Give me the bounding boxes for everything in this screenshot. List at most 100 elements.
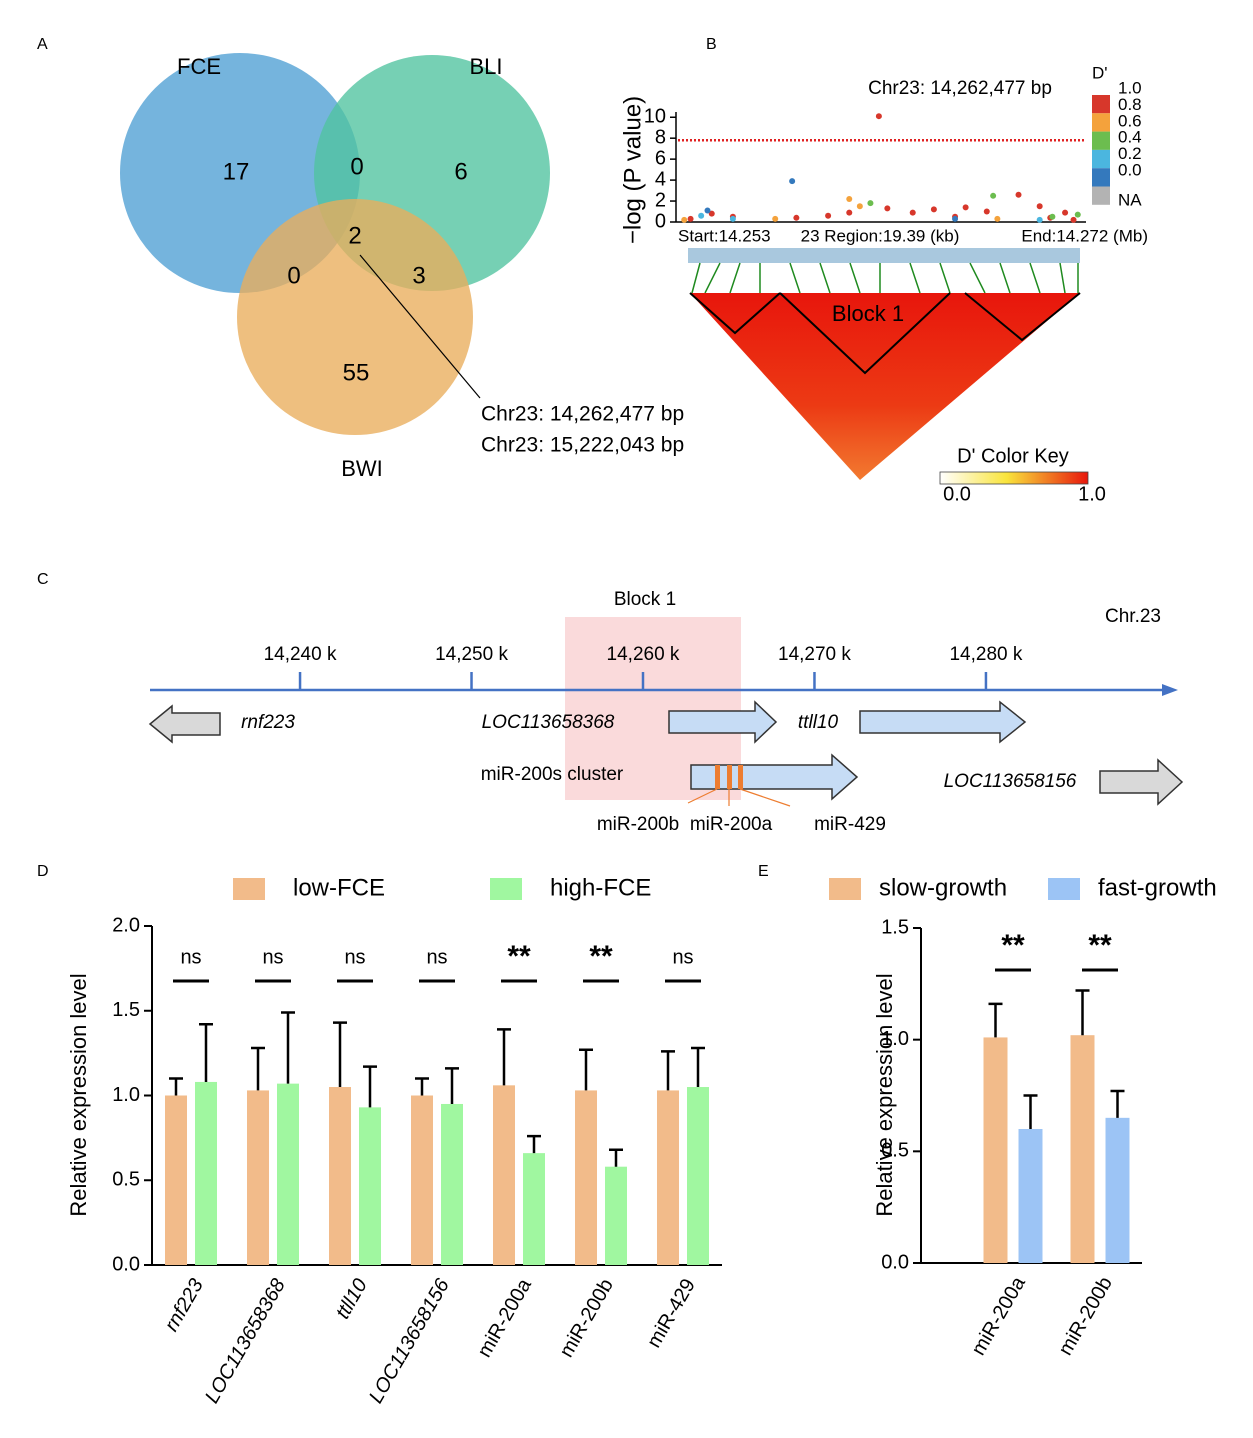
chromosome-label: Chr.23: [1105, 606, 1161, 627]
legend-swatch: [1092, 95, 1110, 114]
y-tick-label: 1.0: [112, 1084, 140, 1106]
ld-blocks: [689, 292, 1081, 375]
x-end-label: End:14.272 (Mb): [1021, 226, 1148, 245]
point: [729, 215, 736, 222]
cluster-label: miR-200s cluster: [481, 764, 624, 785]
venn-count: 0: [350, 153, 363, 180]
legend-swatch: [829, 878, 861, 900]
error-bar: [527, 1134, 541, 1154]
legend-label: NA: [1118, 190, 1142, 209]
axis-tick-label: 14,240 k: [264, 644, 337, 665]
x-tick-label: ttll10: [332, 1275, 372, 1323]
snp-links: [691, 262, 1079, 294]
y-tick-label: 1.0: [881, 1028, 909, 1050]
point: [856, 203, 863, 210]
legend-label: fast-growth: [1098, 874, 1217, 901]
x-region-label: 23 Region:19.39 (kb): [801, 226, 960, 245]
error-bar: [1023, 1094, 1038, 1129]
venn-count: 2: [348, 222, 361, 249]
significance: **: [1001, 929, 1025, 962]
chart-title: Chr23: 14,262,477 bp: [868, 78, 1052, 99]
y-tick-label: 0.5: [881, 1140, 909, 1162]
error-bar: [363, 1065, 377, 1108]
point: [952, 215, 959, 222]
error-bar: [497, 1028, 511, 1086]
bar: [687, 1087, 709, 1265]
color-key: [939, 471, 1089, 485]
legend-label: 0.8: [1118, 95, 1142, 114]
y-tick-label: 8: [655, 126, 666, 148]
point: [1070, 216, 1077, 223]
gene-label: LOC113658156: [944, 771, 1077, 792]
bar: [493, 1085, 515, 1265]
y-tick-label: 2: [655, 189, 666, 211]
point: [994, 215, 1001, 222]
legend-label: high-FCE: [550, 874, 651, 901]
legend-swatch: [1092, 168, 1110, 187]
gene-label: ttll10: [798, 712, 839, 733]
point: [846, 209, 853, 216]
significance: **: [1088, 929, 1112, 962]
venn-set-label: BLI: [469, 54, 502, 79]
x-tick-label: miR-200b: [555, 1275, 617, 1361]
panel-label: B: [706, 36, 717, 53]
venn-count: 6: [454, 158, 467, 185]
bar: [247, 1090, 269, 1265]
y-tick-label: 0.0: [112, 1253, 140, 1275]
point: [772, 215, 779, 222]
significance: ns: [262, 946, 283, 968]
point: [1036, 216, 1043, 223]
legend-swatch: [1048, 878, 1080, 900]
legend-swatch: [233, 878, 265, 900]
axis-tick-label: 14,280 k: [949, 644, 1022, 665]
point: [1036, 203, 1043, 210]
y-tick-label: 1.5: [881, 916, 909, 938]
x-tick-label: LOC113658368: [201, 1275, 290, 1407]
axis-tick-label: 14,250 k: [435, 644, 508, 665]
x-tick-label: miR-429: [643, 1275, 700, 1351]
venn-count: 3: [412, 262, 425, 289]
x-tick-label: miR-200a: [473, 1274, 536, 1361]
x-tick-label: LOC113658156: [365, 1274, 454, 1407]
bar: [1018, 1129, 1043, 1263]
panel-label: D: [37, 863, 49, 880]
y-axis-label: Relative expression level: [872, 973, 897, 1216]
gene-arrow: [859, 700, 1027, 744]
error-bar: [333, 1021, 347, 1088]
point: [1074, 211, 1081, 218]
error-bar: [415, 1077, 429, 1096]
color-key-label: 1.0: [1078, 483, 1106, 505]
y-tick-label: 4: [655, 168, 666, 190]
bar: [411, 1095, 433, 1265]
error-bar: [1110, 1089, 1125, 1118]
bar: [277, 1083, 299, 1265]
gene-arrow: [668, 700, 778, 744]
point: [793, 214, 800, 221]
axis-tick-label: 14,260 k: [607, 644, 680, 665]
point: [990, 192, 997, 199]
point: [1062, 209, 1069, 216]
venn-count: 17: [223, 158, 250, 185]
y-tick-label: 1.5: [112, 999, 140, 1021]
bar: [605, 1166, 627, 1265]
block-label: Block 1: [614, 589, 676, 610]
gene-arrow: [148, 704, 221, 744]
bar: [983, 1037, 1008, 1263]
panel-label: C: [37, 571, 49, 588]
point: [909, 209, 916, 216]
legend-label: 0.2: [1118, 144, 1142, 163]
mirna-label: miR-200b: [597, 814, 679, 835]
annotation: Chr23: 15,222,043 bp: [481, 434, 684, 457]
point: [875, 113, 882, 120]
color-key-label: 0.0: [943, 483, 971, 505]
mirna-marks: [715, 765, 743, 789]
point: [884, 205, 891, 212]
x-start-label: Start:14.253: [678, 226, 771, 245]
axis-tick-label: 14,270 k: [778, 644, 851, 665]
venn-set-label: BWI: [341, 456, 383, 481]
error-bar: [988, 1002, 1003, 1038]
y-tick-label: 6: [655, 147, 666, 169]
point: [825, 212, 832, 219]
annotation: Chr23: 14,262,477 bp: [481, 403, 684, 426]
legend-label: 0.6: [1118, 111, 1142, 130]
